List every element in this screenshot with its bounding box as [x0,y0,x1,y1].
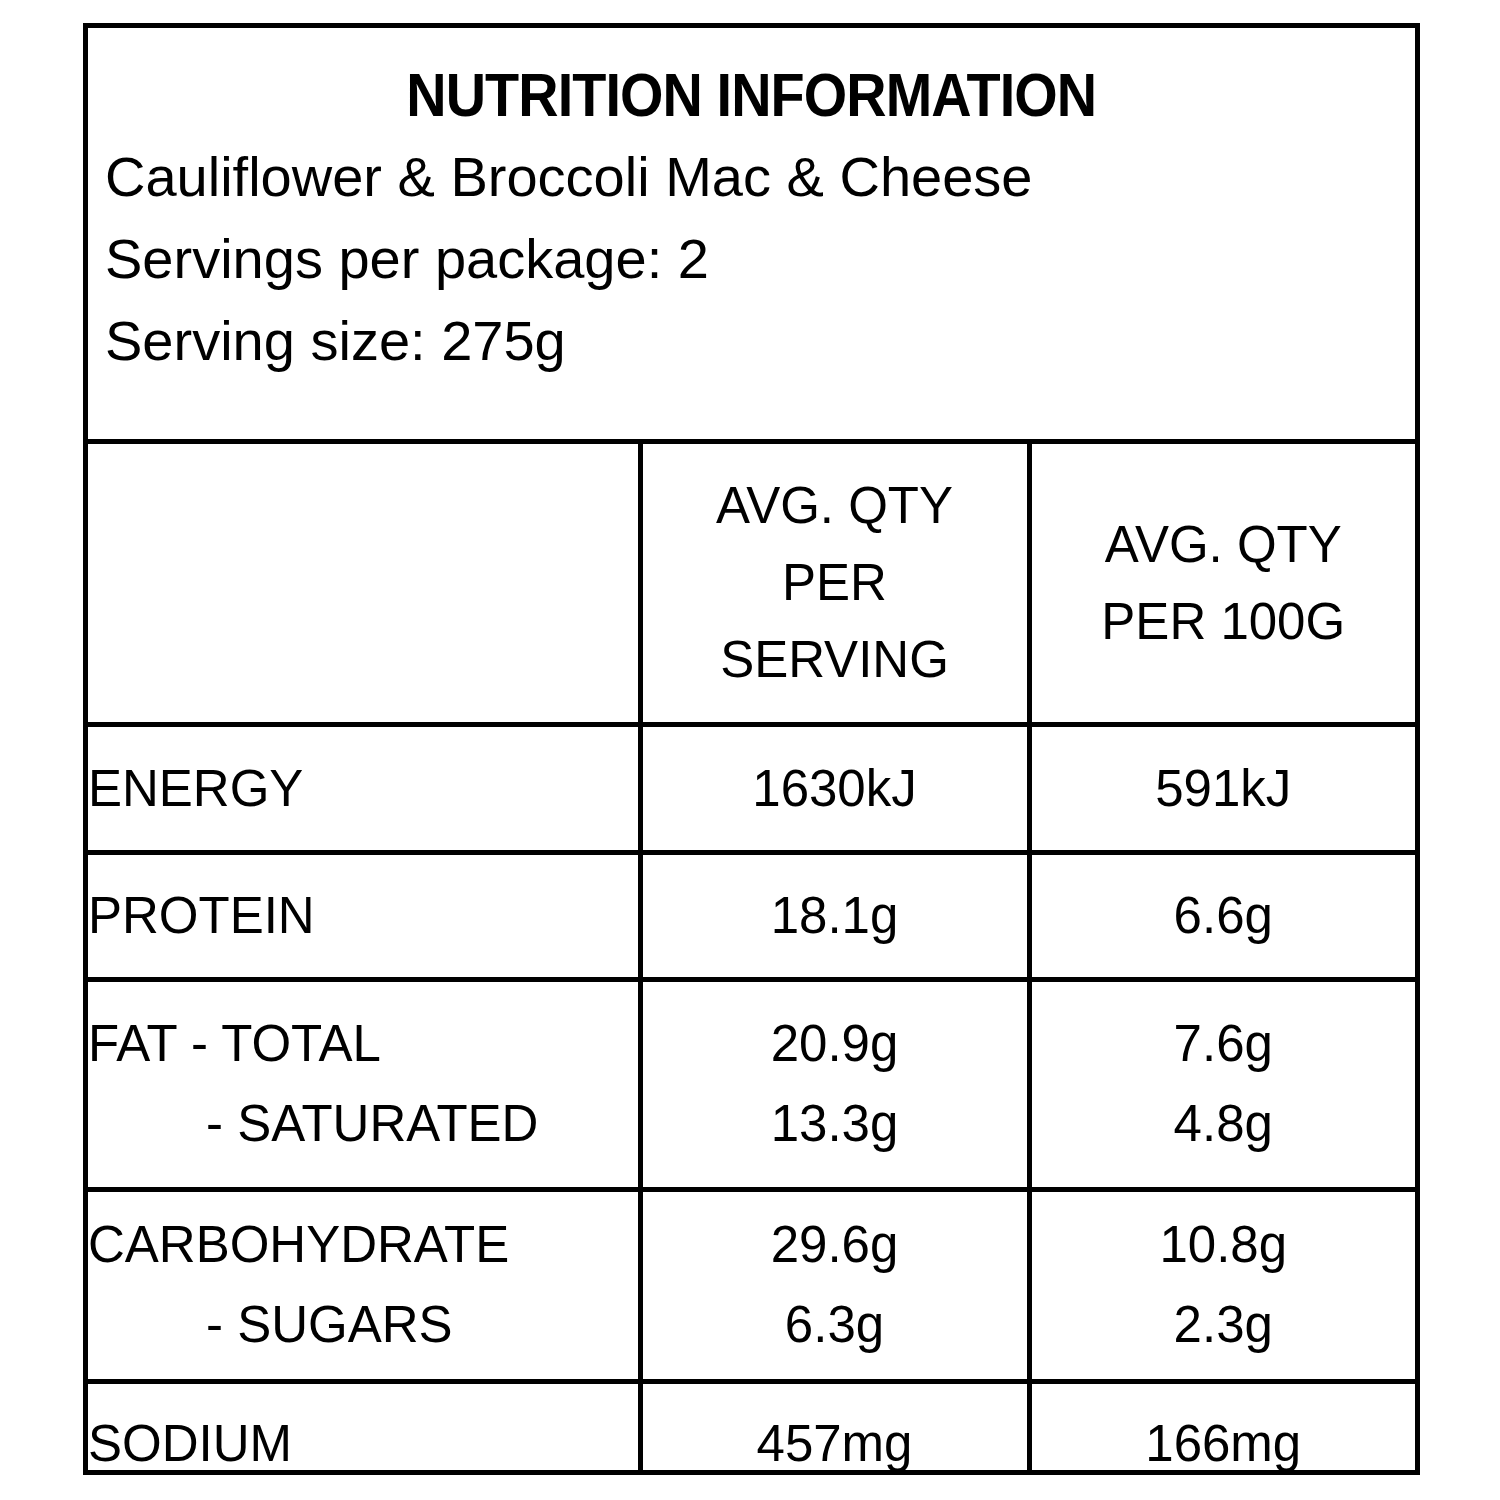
nutrition-table: AVG. QTY PER SERVING AVG. QTY PER 100G E… [88,444,1415,1475]
sodium-per-100g: 166mg [1029,1381,1415,1475]
product-info: Cauliflower & Broccoli Mac & Cheese Serv… [105,136,1398,382]
product-name: Cauliflower & Broccoli Mac & Cheese [105,136,1398,218]
row-label-fat-saturated: - SATURATED [88,1084,638,1164]
table-header-row: AVG. QTY PER SERVING AVG. QTY PER 100G [88,444,1415,724]
nutrition-label-page: NUTRITION INFORMATION Cauliflower & Broc… [0,0,1500,1500]
row-label-protein: PROTEIN [88,852,640,979]
row-label-fat: FAT - TOTAL - SATURATED [88,979,640,1189]
energy-per-100g: 591kJ [1029,724,1415,852]
column-header-per-100g: AVG. QTY PER 100G [1029,444,1415,724]
row-label-text: SODIUM [88,1414,638,1473]
row-label-energy: ENERGY [88,724,640,852]
energy-per-serving: 1630kJ [640,724,1029,852]
protein-per-100g: 6.6g [1029,852,1415,979]
table-row-energy: ENERGY 1630kJ 591kJ [88,724,1415,852]
protein-per-serving: 18.1g [640,852,1029,979]
row-label-text: PROTEIN [88,886,638,945]
row-label-carbohydrate-sugars: - SUGARS [88,1285,638,1365]
fat-per-100g: 7.6g 4.8g [1029,979,1415,1189]
row-label-sodium: SODIUM [88,1381,640,1475]
carbohydrate-per-serving: 29.6g 6.3g [640,1189,1029,1381]
header-empty-cell [88,444,640,724]
label-title-text: NUTRITION INFORMATION [407,62,1097,128]
label-header: NUTRITION INFORMATION Cauliflower & Broc… [88,62,1415,444]
column-header-per-serving: AVG. QTY PER SERVING [640,444,1029,724]
nutrition-label: NUTRITION INFORMATION Cauliflower & Broc… [83,23,1420,1475]
table-row-protein: PROTEIN 18.1g 6.6g [88,852,1415,979]
serving-size: Serving size: 275g [105,300,1398,382]
carbohydrate-per-100g: 10.8g 2.3g [1029,1189,1415,1381]
fat-per-serving: 20.9g 13.3g [640,979,1029,1189]
row-label-text: ENERGY [88,759,638,818]
row-label-fat-total: FAT - TOTAL [88,1004,638,1084]
sodium-per-serving: 457mg [640,1381,1029,1475]
servings-per-package: Servings per package: 2 [105,218,1398,300]
table-row-fat: FAT - TOTAL - SATURATED 20.9g 13.3g 7.6g… [88,979,1415,1189]
row-label-carbohydrate-total: CARBOHYDRATE [88,1205,638,1285]
table-row-sodium: SODIUM 457mg 166mg [88,1381,1415,1475]
label-title: NUTRITION INFORMATION [105,62,1398,128]
row-label-carbohydrate: CARBOHYDRATE - SUGARS [88,1189,640,1381]
table-row-carbohydrate: CARBOHYDRATE - SUGARS 29.6g 6.3g 10.8g 2… [88,1189,1415,1381]
